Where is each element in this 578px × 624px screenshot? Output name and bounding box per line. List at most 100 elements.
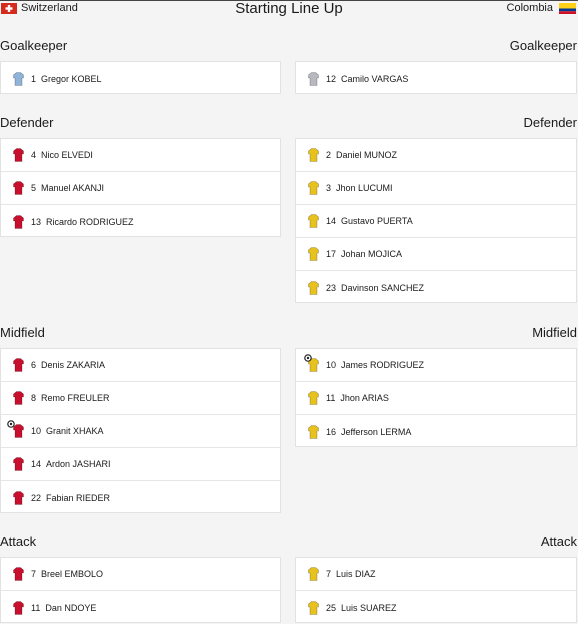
player-row: 12 Camilo VARGAS xyxy=(296,62,576,95)
shirt-icon xyxy=(13,457,24,471)
player-name: Jefferson LERMA xyxy=(341,426,412,437)
shirt-icon xyxy=(13,391,24,405)
away-card: 2 Daniel MUNOZ 3 Jhon LUCUMI 14 Gustavo PUERT… xyxy=(295,138,577,303)
home-flag xyxy=(1,3,17,14)
shirt-icon xyxy=(13,181,24,195)
section-label: Midfield xyxy=(0,325,45,340)
player-row: 17 Johan MOJICA xyxy=(296,238,576,271)
player-row: 14 Gustavo PUERTA xyxy=(296,205,576,238)
shirt-icon xyxy=(308,424,319,439)
player-number: 10 xyxy=(31,426,42,436)
player-number: 17 xyxy=(326,249,337,259)
player-number: 22 xyxy=(31,492,42,503)
player-name: Breel EMBOLO xyxy=(41,569,104,579)
player-row: 16 Jefferson LERMA xyxy=(296,415,576,448)
page-title: Starting Line Up xyxy=(235,0,343,17)
section-label: Defender xyxy=(523,115,577,130)
shirt-icon xyxy=(308,391,319,405)
player-number: 10 xyxy=(326,360,337,370)
player-name: Denis ZAKARIA xyxy=(41,360,106,370)
player-row: 1 Gregor KOBEL xyxy=(1,62,280,95)
player-name: Davinson SANCHEZ xyxy=(341,282,425,293)
player-number: 7 xyxy=(326,569,332,579)
shirt-icon xyxy=(13,214,24,229)
player-name: Remo FREULER xyxy=(41,393,110,403)
player-number: 3 xyxy=(326,183,332,193)
shirt-icon xyxy=(308,280,319,295)
home-card: 7 Breel EMBOLO 11 Dan NDOYE xyxy=(0,557,281,623)
player-number: 8 xyxy=(31,393,37,403)
player-number: 11 xyxy=(326,393,336,403)
home-card: 4 Nico ELVEDI 5 Manuel AKANJI 13 Ricardo RODR… xyxy=(0,138,281,237)
player-row: 4 Nico ELVEDI xyxy=(1,139,280,172)
shirt-icon xyxy=(13,600,24,615)
player-number: 23 xyxy=(326,282,337,293)
player-row: 13 Ricardo RODRIGUEZ xyxy=(1,205,280,238)
home-card: 1 Gregor KOBEL xyxy=(0,61,281,94)
shirt-icon xyxy=(13,358,24,372)
shirt-icon xyxy=(308,148,319,162)
player-row: 5 Manuel AKANJI xyxy=(1,172,280,205)
player-number: 2 xyxy=(326,150,332,160)
player-row: 10 Granit XHAKA xyxy=(1,415,280,448)
section-label: Goalkeeper xyxy=(0,38,68,53)
section-label: Goalkeeper xyxy=(509,38,577,53)
player-name: Dan NDOYE xyxy=(45,602,97,613)
player-name: Daniel MUNOZ xyxy=(336,150,398,160)
player-row: 11 Dan NDOYE xyxy=(1,591,280,624)
shirt-icon xyxy=(308,247,319,261)
player-number: 25 xyxy=(326,602,337,613)
player-row: 22 Fabian RIEDER xyxy=(1,481,280,514)
player-name: Ardon JASHARI xyxy=(46,459,111,469)
player-number: 1 xyxy=(31,73,37,84)
away-team: Colombia xyxy=(506,2,553,14)
away-card: 7 Luis DIAZ 25 Luis SUAREZ xyxy=(295,557,577,623)
player-name: Manuel AKANJI xyxy=(41,183,105,193)
shirt-icon xyxy=(13,424,24,438)
home-team: Switzerland xyxy=(21,2,78,14)
player-row: 8 Remo FREULER xyxy=(1,382,280,415)
player-name: Johan MOJICA xyxy=(341,249,403,259)
player-row: 2 Daniel MUNOZ xyxy=(296,139,576,172)
player-number: 16 xyxy=(326,426,337,437)
player-row: 11 Jhon ARIAS xyxy=(296,382,576,415)
captain-badge xyxy=(7,420,15,428)
shirt-icon xyxy=(13,490,24,505)
player-name: Nico ELVEDI xyxy=(41,150,93,160)
away-card: 10 James RODRIGUEZ 11 Jhon ARIAS 16 Jefferson… xyxy=(295,348,577,447)
player-number: 14 xyxy=(31,459,42,469)
player-name: Granit XHAKA xyxy=(46,426,104,436)
player-name: Camilo VARGAS xyxy=(341,73,409,84)
player-name: Jhon ARIAS xyxy=(340,393,389,403)
shirt-icon xyxy=(308,214,319,228)
section-label: Attack xyxy=(540,534,577,549)
player-number: 5 xyxy=(31,183,37,193)
away-flag xyxy=(559,3,576,14)
player-name: Jhon LUCUMI xyxy=(336,183,393,193)
player-row: 6 Denis ZAKARIA xyxy=(1,349,280,382)
player-row: 10 James RODRIGUEZ xyxy=(296,349,576,382)
player-name: Fabian RIEDER xyxy=(46,492,111,503)
player-row: 25 Luis SUAREZ xyxy=(296,591,576,624)
away-card: 12 Camilo VARGAS xyxy=(295,61,577,94)
section-label: Attack xyxy=(0,534,37,549)
player-name: Ricardo RODRIGUEZ xyxy=(46,216,134,227)
player-number: 4 xyxy=(31,150,37,160)
shirt-icon xyxy=(308,71,319,86)
player-row: 7 Breel EMBOLO xyxy=(1,558,280,591)
section-label: Defender xyxy=(0,115,54,130)
player-number: 6 xyxy=(31,360,37,370)
player-number: 14 xyxy=(326,216,337,226)
player-name: Luis SUAREZ xyxy=(341,602,397,613)
section-label: Midfield xyxy=(532,325,577,340)
shirt-icon xyxy=(308,567,319,581)
player-name: James RODRIGUEZ xyxy=(341,360,425,370)
player-number: 12 xyxy=(326,73,337,84)
player-name: Gregor KOBEL xyxy=(41,73,102,84)
player-row: 14 Ardon JASHARI xyxy=(1,448,280,481)
player-row: 7 Luis DIAZ xyxy=(296,558,576,591)
captain-badge xyxy=(304,354,312,362)
shirt-icon xyxy=(13,148,24,162)
top-rule xyxy=(0,0,578,1)
